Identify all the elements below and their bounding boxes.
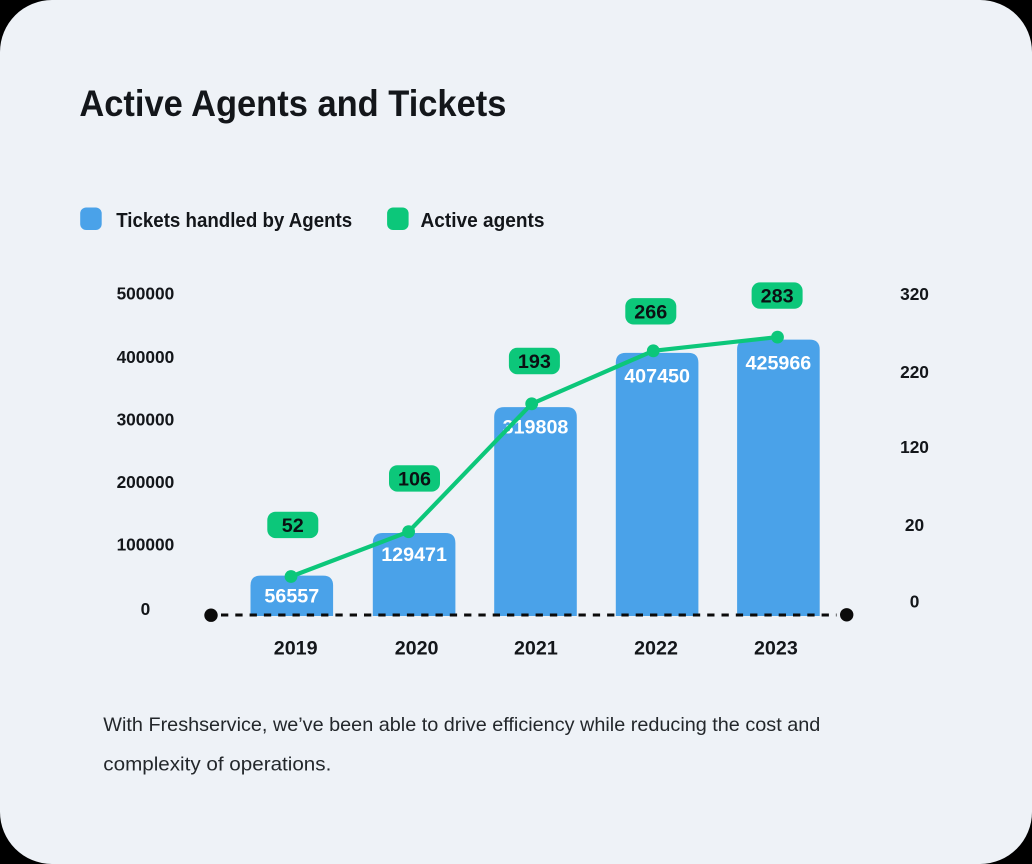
svg-text:Active agents: Active agents	[421, 209, 545, 232]
svg-text:320: 320	[900, 284, 929, 304]
svg-text:266: 266	[634, 301, 667, 323]
svg-text:200000: 200000	[117, 472, 175, 492]
svg-text:2020: 2020	[395, 637, 439, 659]
svg-text:300000: 300000	[117, 409, 175, 429]
svg-text:319808: 319808	[503, 416, 569, 438]
svg-text:complexity of operations.: complexity of operations.	[103, 754, 331, 775]
svg-text:2021: 2021	[514, 637, 558, 659]
svg-text:193: 193	[518, 351, 551, 373]
svg-text:106: 106	[398, 469, 431, 491]
svg-text:0: 0	[141, 599, 151, 619]
svg-text:500000: 500000	[117, 283, 175, 303]
svg-text:2022: 2022	[634, 637, 678, 659]
svg-text:Tickets handled by Agents: Tickets handled by Agents	[116, 209, 352, 232]
svg-text:129471: 129471	[381, 544, 447, 566]
svg-text:Active Agents and Tickets: Active Agents and Tickets	[79, 82, 506, 124]
svg-text:120: 120	[900, 437, 929, 457]
svg-text:52: 52	[282, 515, 304, 537]
svg-text:400000: 400000	[117, 347, 175, 367]
svg-text:220: 220	[900, 362, 929, 382]
svg-text:20: 20	[905, 515, 924, 535]
svg-text:425966: 425966	[746, 353, 812, 375]
svg-text:2019: 2019	[274, 637, 318, 659]
svg-text:0: 0	[910, 592, 920, 612]
svg-text:283: 283	[761, 286, 794, 308]
svg-text:With Freshservice, we’ve been: With Freshservice, we’ve been able to dr…	[103, 715, 820, 736]
svg-text:56557: 56557	[264, 586, 319, 608]
svg-text:100000: 100000	[117, 535, 175, 555]
svg-text:407450: 407450	[624, 366, 690, 388]
svg-text:2023: 2023	[754, 637, 798, 659]
